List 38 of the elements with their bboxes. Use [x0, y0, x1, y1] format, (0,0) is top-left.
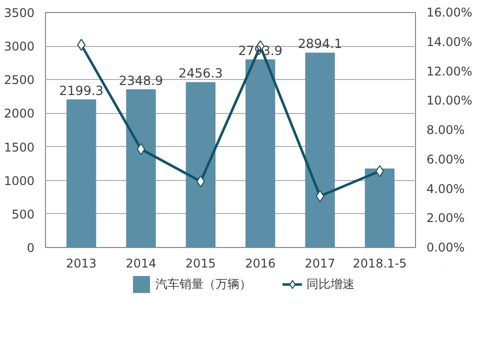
y-tick-label: 2000	[4, 106, 35, 121]
y-tick-label: 1500	[4, 140, 35, 154]
x-tick-label: 2017	[304, 256, 336, 270]
y-tick-label: 2500	[4, 73, 35, 88]
y-tick-label: 500	[12, 207, 34, 222]
data-label: 2348.9	[118, 72, 164, 88]
point	[316, 190, 324, 202]
bar	[246, 59, 276, 248]
data-label: 2894.1	[298, 36, 342, 52]
y2-tick-label: 2.00%	[426, 211, 465, 226]
bar	[186, 82, 216, 248]
y2-tick-label: 6.00%	[426, 152, 465, 166]
point	[136, 143, 146, 156]
data-label: 2456.3	[178, 66, 223, 81]
y2-tick-label: 0.00%	[426, 240, 465, 254]
y2-tick-label: 10.00%	[426, 94, 472, 108]
y2-tick-label: 12.00%	[426, 64, 472, 78]
data-label: 2199.3	[59, 82, 104, 98]
legend-label: 同比增速	[306, 276, 354, 292]
y2-tick-label: 14.00%	[426, 34, 472, 49]
y2-tick-label: 4.00%	[426, 182, 465, 196]
point	[196, 175, 205, 188]
y-tick-label: 3000	[4, 40, 35, 54]
x-tick-label: 2013	[66, 256, 97, 270]
bar	[66, 99, 96, 248]
y2-tick-label: 16.00%	[426, 6, 472, 20]
x-tick-label: 2018.1-5	[352, 256, 407, 270]
y-tick-label: 0	[26, 241, 35, 255]
y-tick-label: 1000	[4, 174, 35, 188]
bar	[364, 168, 395, 248]
x-tick-label: 2016	[245, 256, 276, 270]
legend-label: 汽车销量（万辆）	[156, 276, 252, 292]
y2-tick-label: 8.00%	[426, 123, 465, 137]
x-tick-label: 2015	[185, 256, 216, 270]
y-tick-label: 3500	[4, 6, 35, 20]
x-tick-label: 2014	[126, 256, 156, 270]
bar	[126, 89, 156, 248]
bar	[305, 52, 335, 248]
